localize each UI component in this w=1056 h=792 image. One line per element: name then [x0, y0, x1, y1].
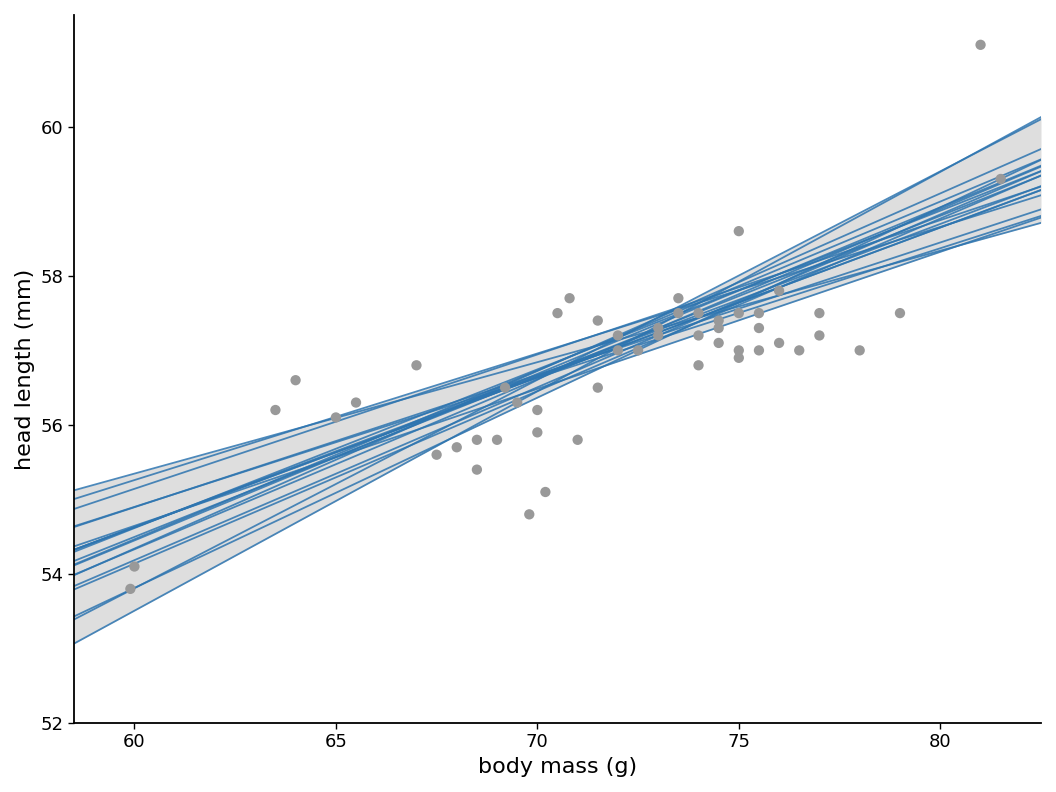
Point — [731, 225, 748, 238]
Point — [589, 314, 606, 327]
Point — [811, 329, 828, 342]
Point — [126, 560, 143, 573]
Point — [731, 307, 748, 319]
Point — [561, 292, 578, 305]
Point — [496, 381, 513, 394]
Point — [751, 322, 768, 334]
Point — [751, 307, 768, 319]
Point — [711, 322, 728, 334]
Point — [649, 322, 666, 334]
Point — [690, 359, 706, 371]
Point — [629, 344, 646, 356]
Point — [670, 307, 686, 319]
Point — [731, 344, 748, 356]
Point — [791, 344, 808, 356]
Point — [509, 396, 526, 409]
Point — [428, 448, 445, 461]
Point — [851, 344, 868, 356]
Point — [771, 337, 788, 349]
Point — [569, 433, 586, 446]
Point — [973, 39, 989, 51]
Point — [469, 463, 486, 476]
Point — [347, 396, 364, 409]
Point — [771, 284, 788, 297]
Point — [811, 307, 828, 319]
Point — [408, 359, 425, 371]
Point — [267, 404, 284, 417]
Point — [609, 344, 626, 356]
Point — [489, 433, 506, 446]
Point — [649, 329, 666, 342]
Point — [891, 307, 908, 319]
Point — [521, 508, 538, 520]
Point — [536, 485, 553, 498]
Point — [327, 411, 344, 424]
Point — [751, 344, 768, 356]
Point — [589, 381, 606, 394]
Point — [690, 307, 706, 319]
Point — [993, 173, 1010, 185]
Point — [529, 426, 546, 439]
Y-axis label: head length (mm): head length (mm) — [15, 268, 35, 470]
Point — [690, 329, 706, 342]
Point — [549, 307, 566, 319]
Point — [711, 314, 728, 327]
Point — [449, 441, 466, 454]
Point — [609, 329, 626, 342]
Point — [469, 433, 486, 446]
Point — [670, 292, 686, 305]
X-axis label: body mass (g): body mass (g) — [478, 757, 637, 777]
Point — [287, 374, 304, 386]
Point — [711, 337, 728, 349]
Point — [529, 404, 546, 417]
Point — [121, 583, 138, 596]
Point — [731, 352, 748, 364]
